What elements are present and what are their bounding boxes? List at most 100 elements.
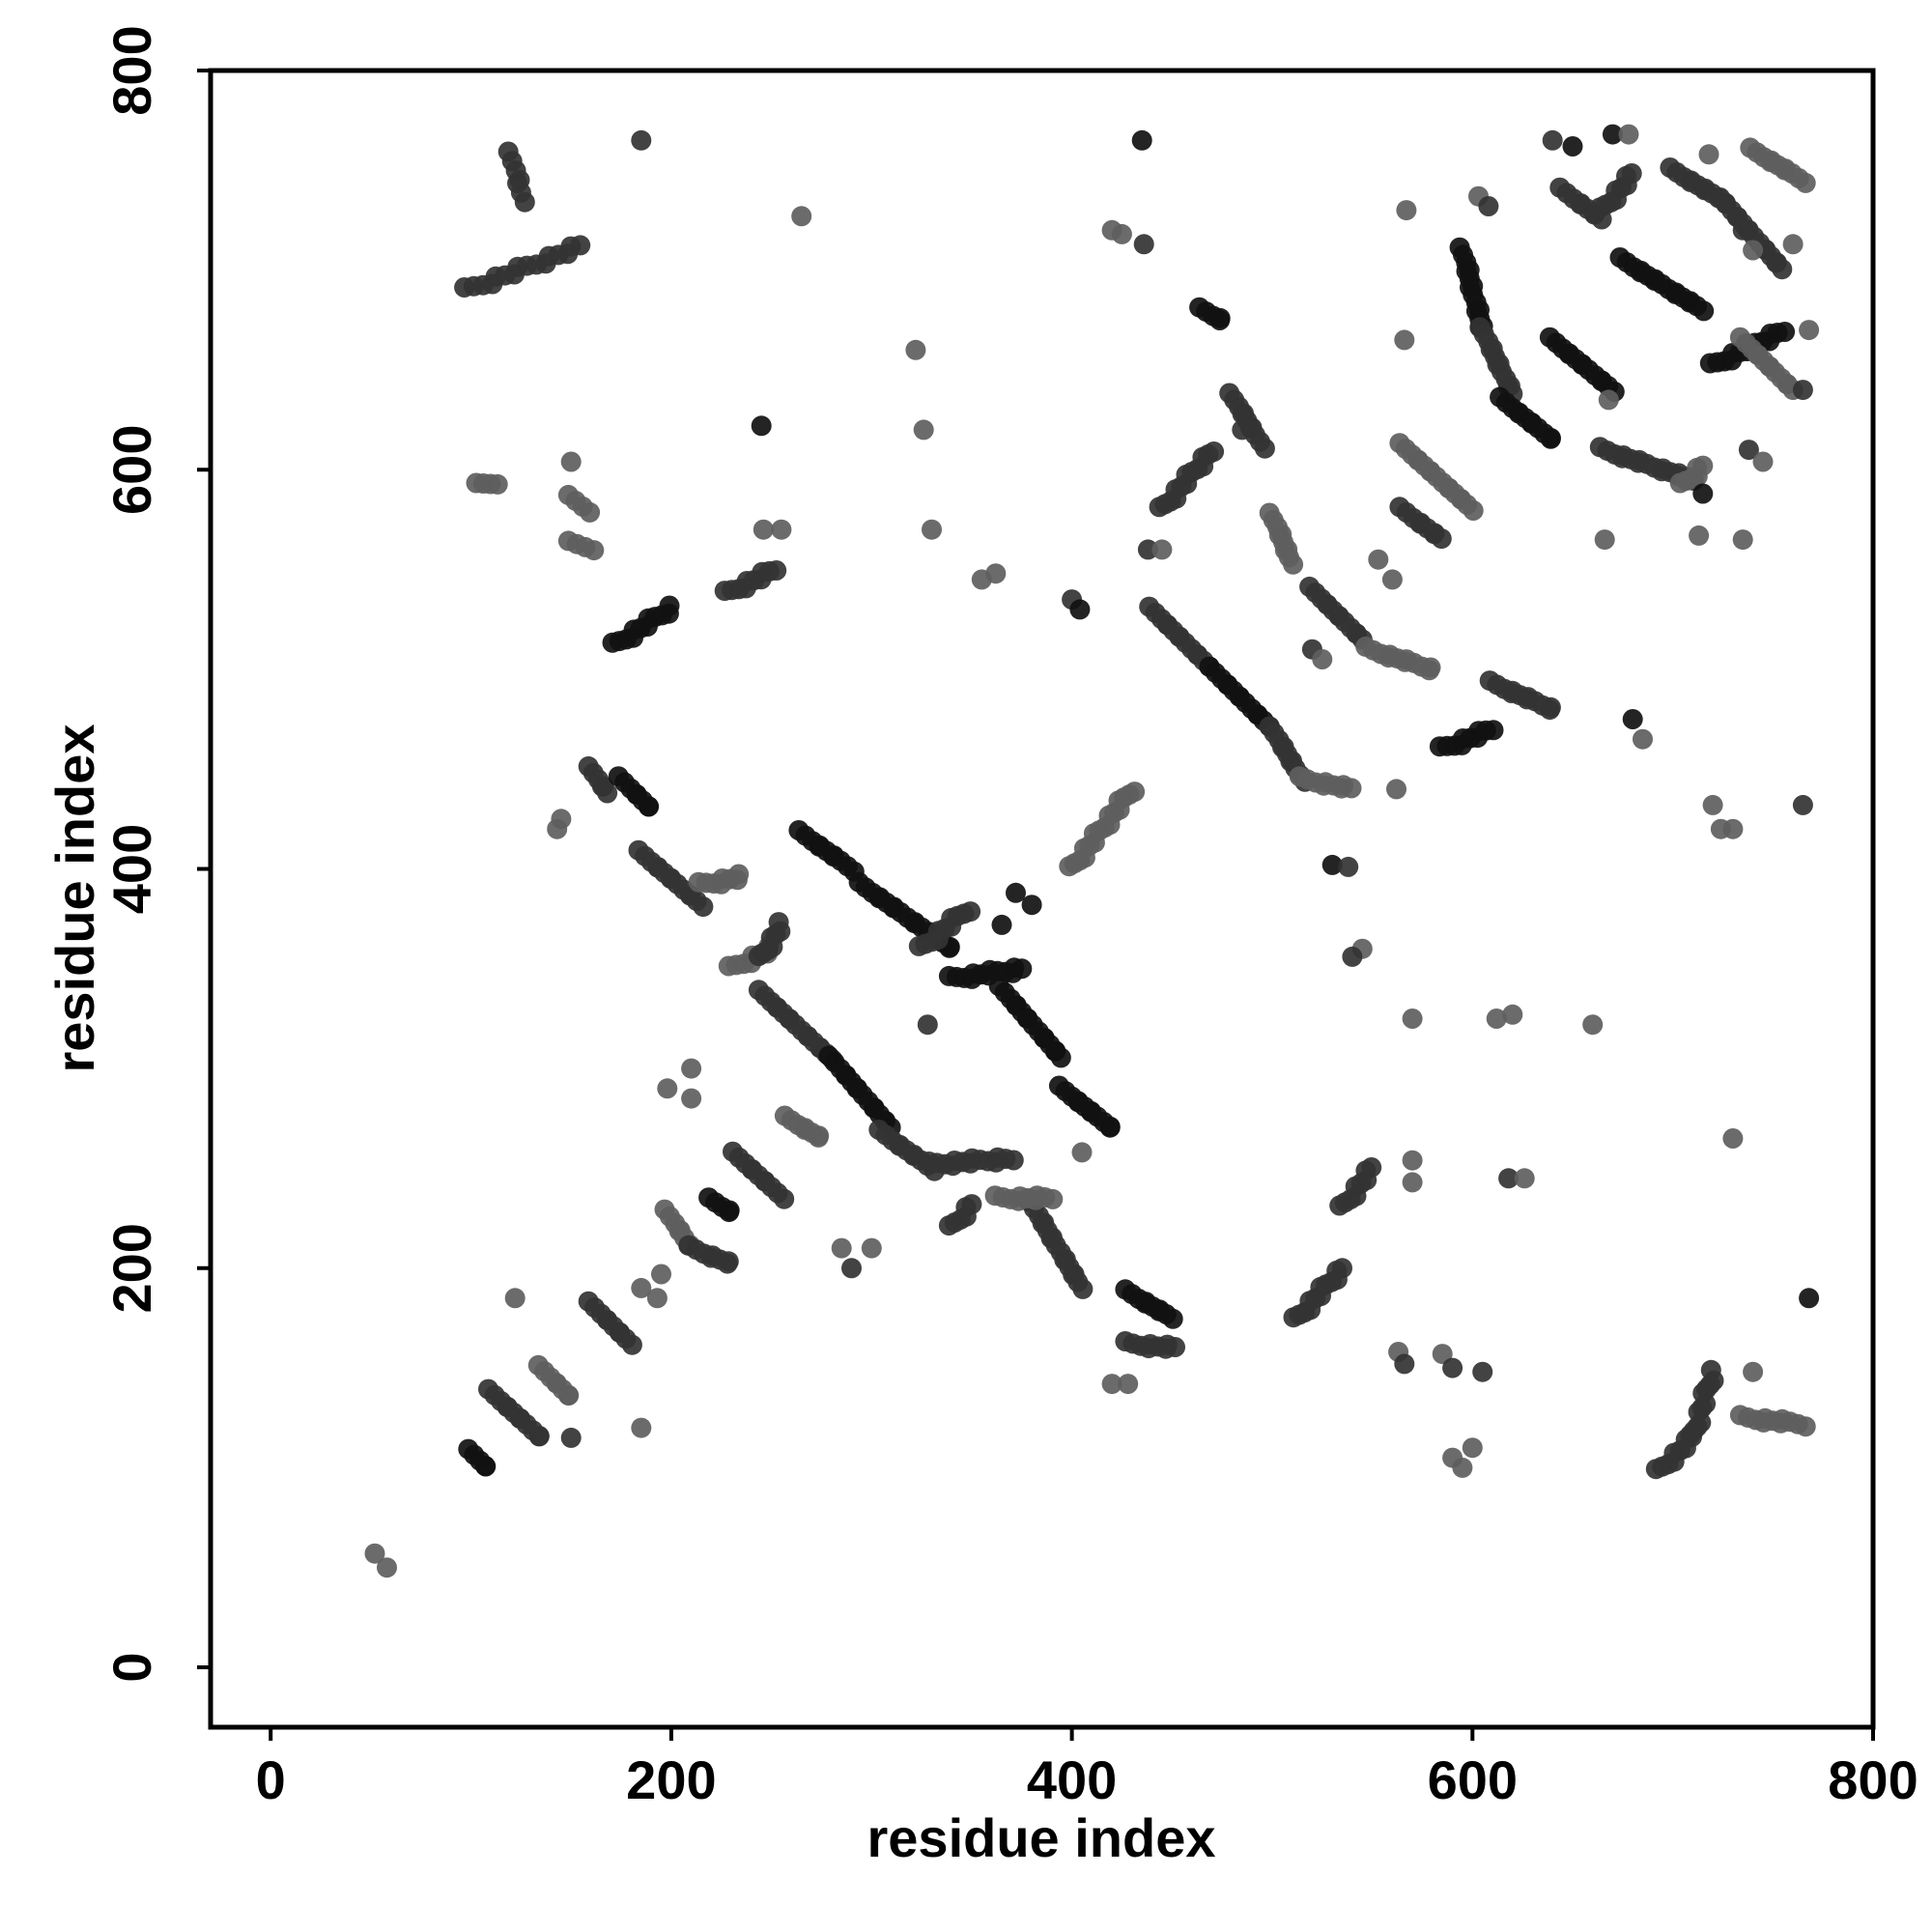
contact-point	[1692, 483, 1714, 504]
contact-point	[1698, 144, 1719, 165]
contact-point	[1598, 389, 1619, 411]
contact-point	[631, 1277, 652, 1298]
contact-point	[1462, 1437, 1483, 1459]
contact-point	[646, 1288, 668, 1309]
plot-frame	[208, 68, 1876, 1730]
x-axis-title: residue index	[867, 1807, 1215, 1868]
contact-point	[1312, 649, 1333, 669]
contact-point	[1799, 320, 1820, 341]
contact-point	[1332, 1258, 1352, 1279]
contact-point	[1342, 946, 1363, 967]
contact-point	[1232, 419, 1253, 440]
contact-point	[1283, 554, 1304, 575]
contact-point	[768, 912, 789, 933]
contact-point	[1732, 529, 1753, 551]
contact-point	[1042, 1188, 1064, 1209]
contact-point	[1463, 500, 1484, 521]
contact-point	[1486, 1009, 1507, 1029]
contact-point	[1432, 1344, 1453, 1365]
contact-point	[917, 1014, 938, 1036]
contact-point	[1775, 322, 1796, 342]
y-tick-label: 200	[101, 1223, 162, 1313]
contact-point	[774, 1188, 795, 1209]
contact-point	[1381, 569, 1403, 590]
contact-point	[1101, 1374, 1122, 1395]
contact-point	[1472, 1361, 1493, 1382]
contact-point	[985, 563, 1007, 584]
contact-point	[1692, 455, 1714, 476]
contact-point	[1011, 958, 1033, 980]
contact-point	[681, 1088, 702, 1109]
contact-point	[1124, 781, 1146, 803]
contact-point	[1772, 259, 1793, 280]
contact-point	[841, 1258, 862, 1279]
contact-point	[1540, 696, 1561, 718]
contact-point	[657, 1078, 678, 1099]
contact-point	[1752, 451, 1774, 472]
contact-point	[861, 1237, 882, 1259]
contact-point	[1394, 329, 1415, 351]
contact-point	[1021, 895, 1042, 916]
contact-point	[580, 501, 601, 523]
contact-point	[1722, 818, 1744, 839]
contact-point	[621, 1334, 642, 1355]
contact-point	[1003, 1150, 1024, 1171]
contact-point	[1792, 794, 1813, 815]
x-tick-label: 0	[256, 1749, 286, 1810]
contact-point	[719, 1200, 740, 1221]
contact-point	[753, 519, 774, 540]
contact-point	[1069, 599, 1091, 620]
contact-point	[528, 1426, 550, 1446]
contact-point	[1618, 124, 1639, 145]
contact-point	[504, 1288, 526, 1309]
contact-point	[1562, 136, 1583, 156]
contact-point	[1498, 1168, 1520, 1189]
contact-point	[905, 339, 926, 360]
contact-point	[1700, 1359, 1721, 1380]
contact-point	[1431, 528, 1452, 550]
x-tick-label: 600	[1428, 1749, 1518, 1810]
contact-point	[1420, 657, 1441, 678]
contact-point	[638, 796, 659, 817]
contact-point	[1341, 778, 1362, 799]
contact-point	[728, 864, 750, 885]
contact-point	[1368, 549, 1389, 570]
contact-point	[514, 191, 535, 213]
contact-point	[1732, 219, 1753, 241]
contact-point	[631, 1417, 652, 1438]
contact-point	[961, 1194, 982, 1215]
contact-point	[1386, 779, 1406, 800]
contact-point	[1483, 720, 1504, 741]
contact-point	[1622, 709, 1643, 729]
contact-point	[1162, 1308, 1183, 1329]
contact-point	[1633, 728, 1653, 750]
contact-point	[913, 419, 934, 440]
contact-point	[1542, 129, 1563, 151]
contact-point	[771, 519, 792, 540]
contact-point	[1452, 1457, 1473, 1478]
contact-point	[1050, 1047, 1071, 1068]
contact-point	[560, 1427, 582, 1448]
contact-point	[1743, 240, 1764, 261]
contact-point	[809, 1125, 830, 1147]
contact-point	[1118, 1374, 1139, 1395]
contact-point	[1621, 163, 1642, 184]
contact-point	[1133, 234, 1154, 255]
y-axis-title: residue index	[44, 724, 105, 1072]
contact-point	[1099, 1116, 1121, 1137]
contact-point	[991, 914, 1012, 935]
y-tick-label: 400	[101, 824, 162, 914]
contact-point	[1795, 172, 1816, 193]
contact-point	[597, 782, 618, 804]
contact-point	[1071, 1142, 1093, 1163]
contact-point	[1402, 1009, 1423, 1029]
contact-point	[1209, 307, 1231, 328]
axis-ticks: 0 200 400 600 800 0 200 400 600 800	[101, 25, 1918, 1810]
contact-point	[1478, 196, 1499, 216]
contact-point	[659, 595, 680, 616]
contact-point	[1795, 1416, 1816, 1437]
data-points	[364, 124, 1820, 1578]
contact-point	[1131, 129, 1152, 151]
contact-point	[766, 560, 787, 581]
